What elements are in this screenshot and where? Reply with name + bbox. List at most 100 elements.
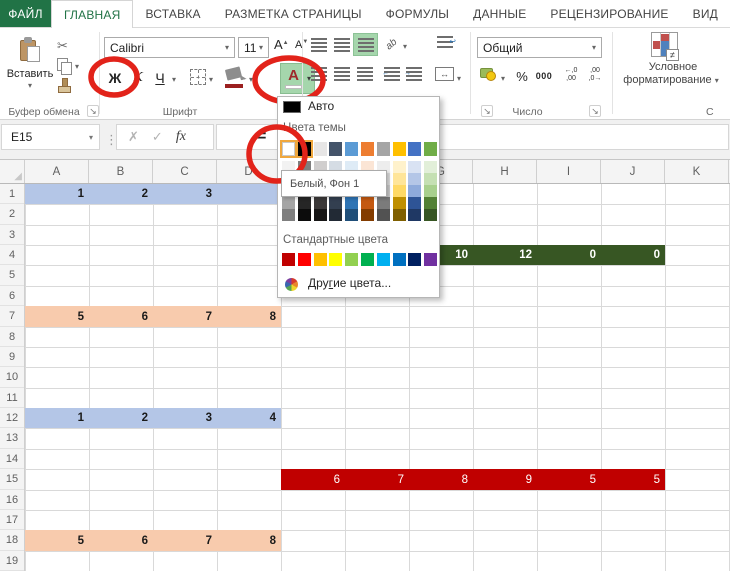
row-header-10[interactable]: 10 xyxy=(0,367,24,388)
font-color-button[interactable]: А xyxy=(280,63,315,94)
font-size-select[interactable]: 11 xyxy=(238,37,269,58)
align-left-button[interactable] xyxy=(311,67,327,81)
theme-variant-swatch[interactable] xyxy=(361,209,374,221)
standard-color-swatch[interactable] xyxy=(329,253,342,266)
chevron-down-icon[interactable] xyxy=(249,75,253,84)
decrease-indent-button[interactable] xyxy=(382,67,400,81)
cell-g4[interactable]: 10 xyxy=(455,249,468,261)
theme-variant-swatch[interactable] xyxy=(314,209,327,221)
bold-button[interactable]: Ж xyxy=(108,70,122,86)
cancel-icon[interactable] xyxy=(128,129,139,145)
cell-b1[interactable]: 2 xyxy=(141,188,148,200)
row-header-15[interactable]: 15 xyxy=(0,469,24,490)
row-header-16[interactable]: 16 xyxy=(0,490,24,510)
chevron-down-icon[interactable] xyxy=(172,75,176,84)
row-header-11[interactable]: 11 xyxy=(0,388,24,408)
percent-style-button[interactable]: % xyxy=(516,68,528,84)
number-dialog-launcher[interactable] xyxy=(589,105,601,117)
theme-variant-swatch[interactable] xyxy=(408,185,421,197)
theme-variant-swatch[interactable] xyxy=(377,209,390,221)
increase-indent-button[interactable] xyxy=(404,67,422,81)
column-header-a[interactable]: A xyxy=(25,160,89,183)
cell-j4[interactable]: 0 xyxy=(653,249,660,261)
cell-b18[interactable]: 6 xyxy=(141,534,148,547)
row-header-5[interactable]: 5 xyxy=(0,265,24,286)
cell-a1[interactable]: 1 xyxy=(77,188,84,200)
standard-color-swatch[interactable] xyxy=(361,253,374,266)
theme-variant-swatch[interactable] xyxy=(393,209,406,221)
number-format-select[interactable]: Общий xyxy=(477,37,602,58)
standard-color-swatch[interactable] xyxy=(282,253,295,266)
column-header-b[interactable]: B xyxy=(89,160,153,183)
column-header-k[interactable]: K xyxy=(665,160,729,183)
comma-style-button[interactable]: 000 xyxy=(535,71,553,81)
row-header-6[interactable]: 6 xyxy=(0,286,24,306)
theme-variant-swatch[interactable] xyxy=(298,209,311,221)
theme-variant-swatch[interactable] xyxy=(345,209,358,221)
name-box[interactable]: E15 xyxy=(1,124,100,150)
column-header-i[interactable]: I xyxy=(537,160,601,183)
theme-color-swatch[interactable] xyxy=(329,142,342,156)
cell-d7[interactable]: 8 xyxy=(269,310,276,323)
theme-color-swatch[interactable] xyxy=(282,142,295,156)
cell-j15[interactable]: 5 xyxy=(653,473,660,486)
chevron-down-icon[interactable] xyxy=(457,74,461,83)
standard-color-swatch[interactable] xyxy=(345,253,358,266)
cell-b7[interactable]: 6 xyxy=(141,310,148,323)
theme-variant-swatch[interactable] xyxy=(424,209,437,221)
theme-variant-swatch[interactable] xyxy=(424,197,437,209)
standard-color-swatch[interactable] xyxy=(314,253,327,266)
tab-формулы[interactable]: ФОРМУЛЫ xyxy=(385,6,450,21)
cell-d18[interactable]: 8 xyxy=(269,534,276,547)
cell-d12[interactable]: 4 xyxy=(269,412,276,424)
clipboard-dialog-launcher[interactable] xyxy=(87,105,99,117)
theme-variant-swatch[interactable] xyxy=(282,197,295,209)
cell-g15[interactable]: 8 xyxy=(461,473,468,486)
merge-center-button[interactable] xyxy=(435,67,454,81)
chevron-down-icon[interactable] xyxy=(403,42,407,51)
cell-i4[interactable]: 0 xyxy=(589,249,596,261)
theme-color-swatch[interactable] xyxy=(314,142,327,156)
tab-главная[interactable]: ГЛАВНАЯ xyxy=(51,0,134,28)
cell-b12[interactable]: 2 xyxy=(141,412,148,424)
column-header-g[interactable]: G xyxy=(409,160,473,183)
standard-color-swatch[interactable] xyxy=(393,253,406,266)
theme-variant-swatch[interactable] xyxy=(361,197,374,209)
wrap-text-button[interactable] xyxy=(437,36,456,49)
tab-разметка-страницы[interactable]: РАЗМЕТКА СТРАНИЦЫ xyxy=(224,6,362,21)
standard-color-swatch[interactable] xyxy=(298,253,311,266)
row-header-12[interactable]: 12 xyxy=(0,408,24,428)
theme-variant-swatch[interactable] xyxy=(424,161,437,173)
theme-variant-swatch[interactable] xyxy=(377,197,390,209)
increase-font-size-button[interactable]: А xyxy=(274,37,289,52)
standard-color-swatch[interactable] xyxy=(424,253,437,266)
theme-color-swatch[interactable] xyxy=(345,142,358,156)
row-header-3[interactable]: 3 xyxy=(0,225,24,245)
row-header-17[interactable]: 17 xyxy=(0,510,24,530)
theme-color-swatch[interactable] xyxy=(377,142,390,156)
auto-color-item[interactable]: Авто xyxy=(308,99,335,113)
cell-a7[interactable]: 5 xyxy=(77,310,84,323)
row-header-4[interactable]: 4 xyxy=(0,245,24,265)
cell-c12[interactable]: 3 xyxy=(205,412,212,424)
cell-d1[interactable] xyxy=(217,184,281,204)
theme-variant-swatch[interactable] xyxy=(424,173,437,185)
tab-данные[interactable]: ДАННЫЕ xyxy=(473,6,527,21)
theme-variant-swatch[interactable] xyxy=(393,161,406,173)
select-all-corner[interactable] xyxy=(0,160,25,183)
theme-variant-swatch[interactable] xyxy=(345,197,358,209)
chevron-down-icon[interactable] xyxy=(209,75,213,84)
theme-variant-swatch[interactable] xyxy=(282,209,295,221)
tab-вставка[interactable]: ВСТАВКА xyxy=(145,6,201,21)
row-header-7[interactable]: 7 xyxy=(0,306,24,327)
cell-h15[interactable]: 9 xyxy=(525,473,532,486)
align-top-button[interactable] xyxy=(311,38,327,52)
theme-variant-swatch[interactable] xyxy=(314,197,327,209)
cell-a18[interactable]: 5 xyxy=(77,534,84,547)
theme-variant-swatch[interactable] xyxy=(329,197,342,209)
copy-icon[interactable] xyxy=(57,58,72,75)
fill-color-button[interactable] xyxy=(224,66,243,81)
cell-e15[interactable]: 6 xyxy=(333,473,340,486)
theme-variant-swatch[interactable] xyxy=(393,173,406,185)
orientation-button[interactable] xyxy=(384,37,400,53)
